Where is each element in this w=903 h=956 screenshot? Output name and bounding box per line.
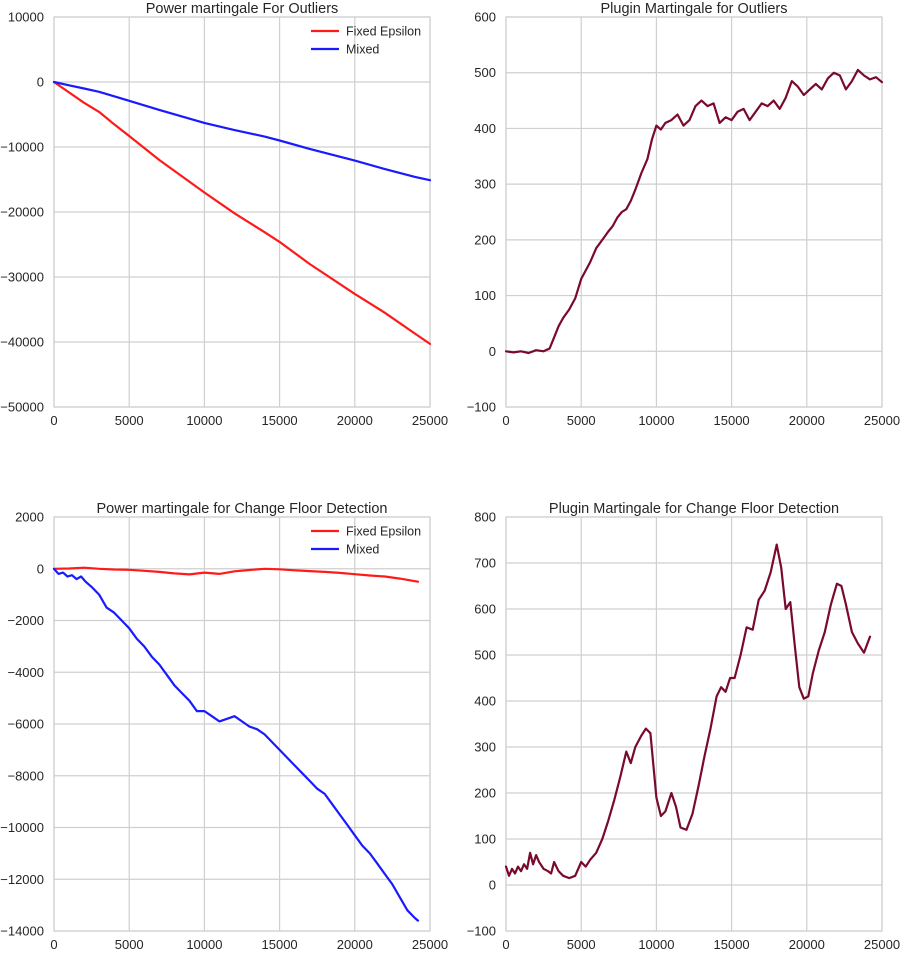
x-tick-label: 10000	[186, 937, 222, 952]
x-tick-label: 25000	[412, 937, 448, 952]
y-tick-label: 0	[37, 561, 44, 576]
x-tick-label: 15000	[714, 413, 750, 428]
x-tick-label: 5000	[567, 937, 596, 952]
legend-label: Mixed	[346, 43, 379, 57]
x-tick-label: 5000	[115, 413, 144, 428]
y-tick-label: 600	[474, 10, 496, 25]
chart-title: Power martingale For Outliers	[146, 1, 339, 17]
y-tick-label: 700	[474, 556, 496, 571]
chart-title: Power martingale for Change Floor Detect…	[97, 501, 388, 517]
plot-frame	[505, 16, 883, 408]
y-tick-label: −6000	[7, 717, 44, 732]
x-tick-label: 0	[502, 413, 509, 428]
y-tick-label: 2000	[15, 510, 44, 525]
y-tick-label: 300	[474, 177, 496, 192]
x-tick-label: 25000	[864, 937, 900, 952]
y-tick-label: −40000	[0, 335, 44, 350]
x-tick-label: 20000	[789, 413, 825, 428]
x-tick-label: 15000	[714, 937, 750, 952]
y-tick-label: 100	[474, 288, 496, 303]
y-tick-label: −2000	[7, 613, 44, 628]
plot-area	[506, 17, 882, 407]
y-tick-label: −14000	[0, 924, 44, 939]
chart-title: Plugin Martingale for Change Floor Detec…	[549, 501, 839, 517]
chart-plugin-martingale-outliers: 0 5000 10000 15000 20000 25000 −100 0 100 200 300 4…	[467, 1, 900, 428]
y-tick-label: −10000	[0, 140, 44, 155]
y-tick-label: 0	[489, 878, 496, 893]
y-tick-label: −50000	[0, 400, 44, 415]
y-tick-label: −20000	[0, 205, 44, 220]
plot-frame	[505, 516, 883, 932]
y-tick-label: 800	[474, 510, 496, 525]
chart-title: Plugin Martingale for Outliers	[601, 1, 788, 17]
series-line-0	[504, 543, 872, 880]
series-line-mixed	[52, 80, 432, 182]
y-tick-label: 200	[474, 786, 496, 801]
y-tick-label: 400	[474, 121, 496, 136]
x-tick-label: 25000	[864, 413, 900, 428]
chart-plugin-martingale-change-floor: 0 5000 10000 15000 20000 25000 −100 0 100 200 300 4…	[467, 501, 900, 952]
y-tick-label: 200	[474, 232, 496, 247]
y-tick-label: −100	[467, 924, 496, 939]
series-line-fixed-epsilon	[52, 566, 420, 583]
y-tick-label: 0	[37, 75, 44, 90]
legend-label: Fixed Epsilon	[346, 25, 421, 39]
x-tick-label: 20000	[337, 413, 373, 428]
y-tick-label: −4000	[7, 665, 44, 680]
x-tick-label: 5000	[115, 937, 144, 952]
series-line-mixed	[52, 567, 420, 922]
plot-frame	[53, 516, 431, 932]
x-tick-label: 5000	[567, 413, 596, 428]
x-tick-label: 10000	[638, 937, 674, 952]
y-tick-label: 400	[474, 694, 496, 709]
chart-power-martingale-change-floor: 0 5000 10000 15000 20000 25000−14000−12000−10…	[0, 501, 448, 952]
y-tick-label: 500	[474, 65, 496, 80]
x-tick-label: 20000	[337, 937, 373, 952]
y-tick-label: 10000	[8, 10, 44, 25]
x-tick-label: 0	[502, 937, 509, 952]
x-tick-label: 0	[50, 413, 57, 428]
plot-area	[506, 517, 882, 931]
legend-label: Mixed	[346, 543, 379, 557]
x-tick-label: 15000	[262, 937, 298, 952]
y-tick-label: −10000	[0, 820, 44, 835]
y-tick-label: −30000	[0, 270, 44, 285]
x-tick-label: 20000	[789, 937, 825, 952]
x-tick-label: 10000	[186, 413, 222, 428]
y-tick-label: −12000	[0, 872, 44, 887]
y-tick-label: 300	[474, 740, 496, 755]
plot-frame	[53, 16, 431, 408]
y-tick-label: 500	[474, 648, 496, 663]
x-tick-label: 15000	[262, 413, 298, 428]
series-line-fixed-epsilon	[52, 80, 432, 345]
legend-label: Fixed Epsilon	[346, 525, 421, 539]
x-tick-label: 0	[50, 937, 57, 952]
series-line-0	[504, 68, 884, 355]
y-tick-label: 100	[474, 832, 496, 847]
y-tick-label: 0	[489, 344, 496, 359]
x-tick-label: 25000	[412, 413, 448, 428]
y-tick-label: −100	[467, 400, 496, 415]
y-tick-label: 600	[474, 602, 496, 617]
y-tick-label: −8000	[7, 768, 44, 783]
x-tick-label: 10000	[638, 413, 674, 428]
chart-power-martingale-outliers: 0 5000 10000 15000 20000 25000 −50000 −40000 −30…	[0, 1, 448, 428]
